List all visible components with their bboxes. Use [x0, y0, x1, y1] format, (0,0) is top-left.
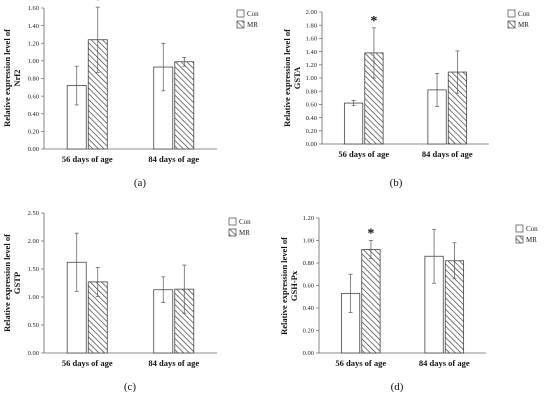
y-tick-label: 0.20	[306, 128, 317, 135]
legend-label-con: Con	[247, 10, 259, 18]
legend-label-mr: MR	[239, 229, 250, 237]
legend-label-mr: MR	[247, 21, 258, 29]
legend-swatch-con	[515, 224, 524, 233]
y-axis-label-line: Relative expression level of	[282, 29, 292, 127]
legend-swatch-mr	[236, 20, 245, 29]
legend-label-mr: MR	[518, 21, 529, 29]
significance-star: *	[367, 227, 374, 242]
legend-label-con: Con	[526, 225, 538, 233]
y-axis-label-line: GSTP	[12, 272, 22, 294]
panel-label: (b)	[390, 177, 403, 189]
y-tick-label: 0.00	[306, 141, 317, 148]
chart-panel-1: 0.00 0.20 0.40 0.60 0.80 1.00 1.20 1.40 1.60 Rela…	[2, 0, 259, 189]
legend-swatch-mr	[515, 235, 524, 244]
category-label: 56 days of age	[335, 358, 386, 368]
legend-swatch-mr	[507, 20, 516, 29]
chart-panel-4: 0.00 0.20 0.40 0.60 0.80 1.00 1.20 Relative exp…	[279, 215, 538, 393]
significance-star: *	[94, 0, 101, 8]
y-tick-label: 1.60	[306, 36, 317, 43]
y-axis-label-line: Relative expression level of	[2, 29, 12, 127]
category-label: 84 days of age	[148, 154, 199, 164]
legend-swatch-con	[507, 9, 516, 18]
y-tick-label: 1.00	[28, 58, 39, 65]
y-tick-label: 2.00	[306, 9, 317, 16]
y-tick-label: 1.20	[28, 40, 39, 47]
legend-swatch-con	[236, 9, 245, 18]
category-label: 84 days of age	[422, 149, 473, 159]
y-axis-label-line: Relative expression level of	[279, 237, 289, 335]
y-tick-label: 0.00	[303, 350, 314, 357]
legend-label-mr: MR	[526, 236, 537, 244]
y-tick-label: 0.20	[303, 328, 314, 335]
y-tick-label: 1.80	[306, 22, 317, 29]
significance-star: *	[370, 14, 377, 29]
y-tick-label: 0.80	[28, 76, 39, 83]
bar-mr-1	[361, 249, 381, 354]
chart-panel-2: 0.00 0.20 0.40 0.60 0.80 1.00 1.20 1.40 1.60 1.80…	[282, 9, 530, 189]
y-tick-label: 1.00	[306, 75, 317, 82]
y-axis-label: Relative expression level ofGSTP	[2, 234, 22, 332]
y-tick-label: 1.40	[306, 49, 317, 56]
y-tick-label: 2.00	[28, 238, 39, 245]
chart-panel-3: 0.00 0.50 1.00 1.50 2.00 2.50 Relative express…	[2, 210, 251, 393]
y-tick-label: 0.40	[306, 115, 317, 122]
y-axis-label: Relative expression level ofGSTA	[282, 29, 302, 127]
y-axis-label-line: Relative expression level of	[2, 234, 12, 332]
y-tick-label: 0.00	[28, 350, 39, 357]
legend-label-con: Con	[518, 10, 530, 18]
y-axis-label-line: GSTA	[292, 66, 302, 89]
y-axis-label: Relative expression level ofGSH-Px	[279, 237, 299, 335]
bar-mr-2	[174, 61, 195, 150]
y-axis-label-line: Nrf2	[12, 70, 22, 87]
panel-label: (c)	[124, 381, 137, 393]
y-axis-label-line: GSH-Px	[289, 270, 299, 301]
y-tick-label: 0.40	[303, 305, 314, 312]
y-tick-label: 0.40	[28, 111, 39, 118]
category-label: 56 days of age	[338, 149, 389, 159]
y-tick-label: 2.50	[28, 210, 39, 217]
category-label: 84 days of age	[148, 358, 199, 368]
y-tick-label: 1.40	[28, 23, 39, 30]
y-tick-label: 0.80	[303, 260, 314, 267]
y-tick-label: 0.80	[306, 88, 317, 95]
category-label: 56 days of age	[62, 154, 113, 164]
y-tick-label: 0.20	[28, 129, 39, 136]
legend-swatch-mr	[228, 228, 237, 237]
bar-con-1	[343, 102, 364, 145]
legend-label-con: Con	[239, 218, 251, 226]
category-label: 56 days of age	[62, 358, 113, 368]
y-axis-label: Relative expression level ofNrf2	[2, 29, 22, 127]
legend-swatch-con	[228, 217, 237, 226]
y-tick-label: 1.00	[28, 294, 39, 301]
y-tick-label: 0.60	[306, 102, 317, 109]
y-tick-label: 1.60	[28, 5, 39, 12]
y-tick-label: 1.00	[303, 238, 314, 245]
category-label: 84 days of age	[419, 358, 470, 368]
panel-label: (d)	[391, 381, 404, 393]
y-tick-label: 0.00	[28, 146, 39, 153]
panel-label: (a)	[134, 177, 147, 189]
y-tick-label: 1.50	[28, 266, 39, 273]
y-tick-label: 1.20	[303, 215, 314, 222]
y-tick-label: 1.20	[306, 62, 317, 69]
y-tick-label: 0.60	[303, 283, 314, 290]
y-tick-label: 0.60	[28, 93, 39, 100]
y-tick-label: 0.50	[28, 322, 39, 329]
